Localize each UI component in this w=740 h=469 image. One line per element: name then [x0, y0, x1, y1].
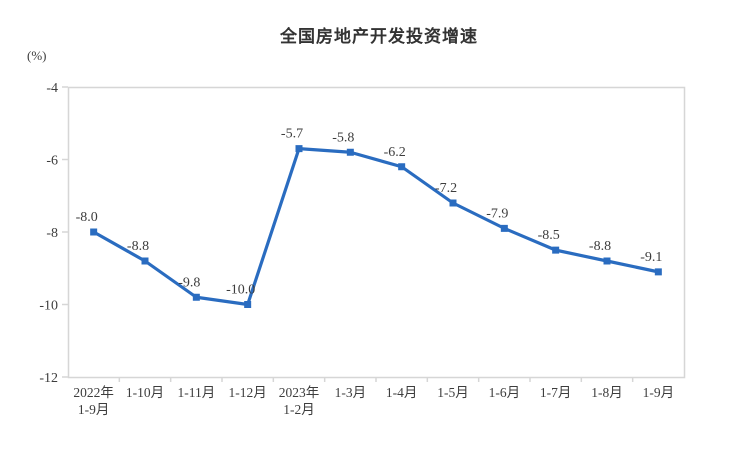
x-axis-category-label: 1-2月 [283, 402, 315, 417]
data-point-marker [398, 163, 406, 171]
x-axis-category-label: 1-7月 [540, 385, 572, 400]
x-axis-category-label: 1-3月 [335, 385, 367, 400]
x-axis-category-label: 1-6月 [489, 385, 521, 400]
data-point-label: -7.2 [435, 181, 457, 196]
data-point-marker [449, 199, 457, 207]
chart-title: 全国房地产开发投资增速 [280, 27, 478, 46]
data-point-marker [603, 257, 611, 265]
plot-border [67, 86, 686, 379]
data-point-label: -9.8 [178, 275, 200, 290]
data-point-marker [500, 224, 508, 232]
data-point-marker [192, 293, 200, 301]
x-axis-category-label: 2022年 [73, 385, 114, 400]
y-axis-tick-label: -8 [46, 226, 58, 241]
data-point-marker [244, 301, 252, 308]
data-point-label: -5.8 [332, 130, 354, 145]
data-point-marker [295, 145, 303, 153]
x-axis-category-label: 1-9月 [643, 385, 675, 400]
data-point-label: -6.2 [384, 145, 406, 160]
x-axis-category-label: 1-4月 [386, 385, 418, 400]
data-point-label: -8.8 [589, 239, 611, 254]
y-axis-tick-label: -10 [39, 299, 58, 314]
data-point-label: -8.8 [127, 239, 149, 254]
y-axis-tick-label: -12 [39, 371, 58, 386]
x-axis-category-label: 1-11月 [177, 385, 215, 400]
x-axis-category-label: 1-10月 [126, 385, 164, 400]
data-point-label: -7.9 [486, 206, 508, 221]
y-axis-unit-label: (%) [27, 48, 47, 63]
y-axis-tick-label: -6 [46, 154, 58, 169]
x-axis-category-label: 1-8月 [591, 385, 623, 400]
data-point-label: -8.5 [538, 228, 560, 243]
x-axis-category-label: 2023年 [279, 385, 320, 400]
y-axis-tick-label: -4 [46, 81, 58, 96]
series-line [92, 147, 660, 307]
data-point-marker [141, 257, 149, 265]
data-point-label: -8.0 [76, 210, 98, 225]
x-axis-category-label: 1-5月 [437, 385, 469, 400]
data-point-marker [90, 228, 98, 236]
data-point-marker [552, 246, 560, 254]
x-axis-category-label: 1-12月 [229, 385, 267, 400]
data-point-marker [654, 268, 662, 276]
data-point-label: -5.7 [281, 127, 303, 142]
data-point-label: -9.1 [640, 250, 662, 265]
x-axis-category-label: 1-9月 [78, 402, 110, 417]
data-point-label: -10.0 [226, 283, 255, 298]
data-point-marker [346, 148, 354, 156]
